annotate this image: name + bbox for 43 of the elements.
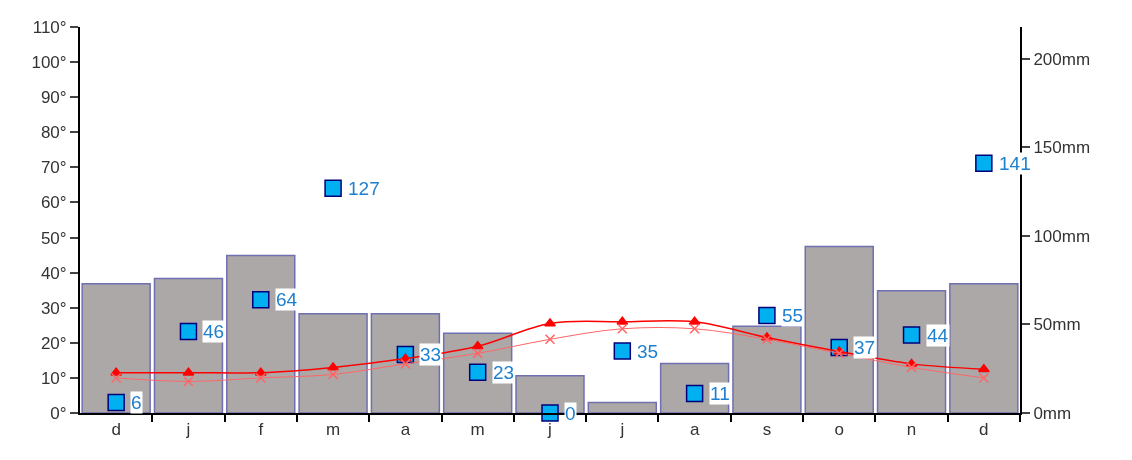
x-tick-label: j xyxy=(547,420,552,440)
x-tick-label: j xyxy=(619,420,625,440)
data-label: 46 xyxy=(203,321,225,342)
x-tick-label: m xyxy=(470,420,485,440)
y-tick-label: 80° xyxy=(40,123,67,143)
y-tick-label: 0° xyxy=(50,403,67,423)
y2-tick-label: 100mm xyxy=(1033,226,1091,246)
data-label: 33 xyxy=(420,344,442,365)
data-label: 55 xyxy=(782,305,804,326)
x-tick-label: a xyxy=(400,420,411,440)
data-label: 23 xyxy=(493,362,515,383)
y-tick-label: 30° xyxy=(40,298,67,318)
y-tick-label: 10° xyxy=(40,368,67,388)
data-label: 37 xyxy=(854,337,876,358)
y2-tick-label: 200mm xyxy=(1033,49,1091,69)
data-label: 141 xyxy=(999,153,1031,174)
y-tick-label: 70° xyxy=(40,158,67,178)
y-tick-label: 50° xyxy=(40,228,67,248)
x-tick-label: s xyxy=(762,420,772,440)
y2-tick-label: 50mm xyxy=(1033,315,1081,335)
y2-tick-label: 150mm xyxy=(1033,138,1091,158)
x-tick-label: m xyxy=(325,420,341,440)
data-label: 35 xyxy=(637,341,659,362)
x-tick-label: j xyxy=(185,420,191,440)
data-label: 6 xyxy=(131,392,142,413)
y-tick-label: 60° xyxy=(40,193,67,213)
x-tick-label: a xyxy=(689,420,700,440)
y-tick-label: 90° xyxy=(40,88,67,108)
data-label: 64 xyxy=(276,289,298,310)
y-tick-label: 40° xyxy=(40,263,67,283)
y-tick-label: 110° xyxy=(32,17,67,37)
x-tick-label: o xyxy=(834,420,844,440)
x-tick-label: f xyxy=(258,420,264,440)
y-tick-label: 20° xyxy=(40,333,67,353)
data-label: 11 xyxy=(710,383,730,404)
x-tick-label: d xyxy=(111,420,121,440)
x-tick-label: n xyxy=(906,420,917,440)
y-tick-label: 100° xyxy=(31,53,67,73)
x-tick-label: d xyxy=(979,420,989,440)
y2-tick-label: 0mm xyxy=(1033,403,1072,423)
data-label: 0 xyxy=(565,403,576,424)
data-label: 127 xyxy=(348,178,380,199)
data-label: 44 xyxy=(927,325,949,346)
